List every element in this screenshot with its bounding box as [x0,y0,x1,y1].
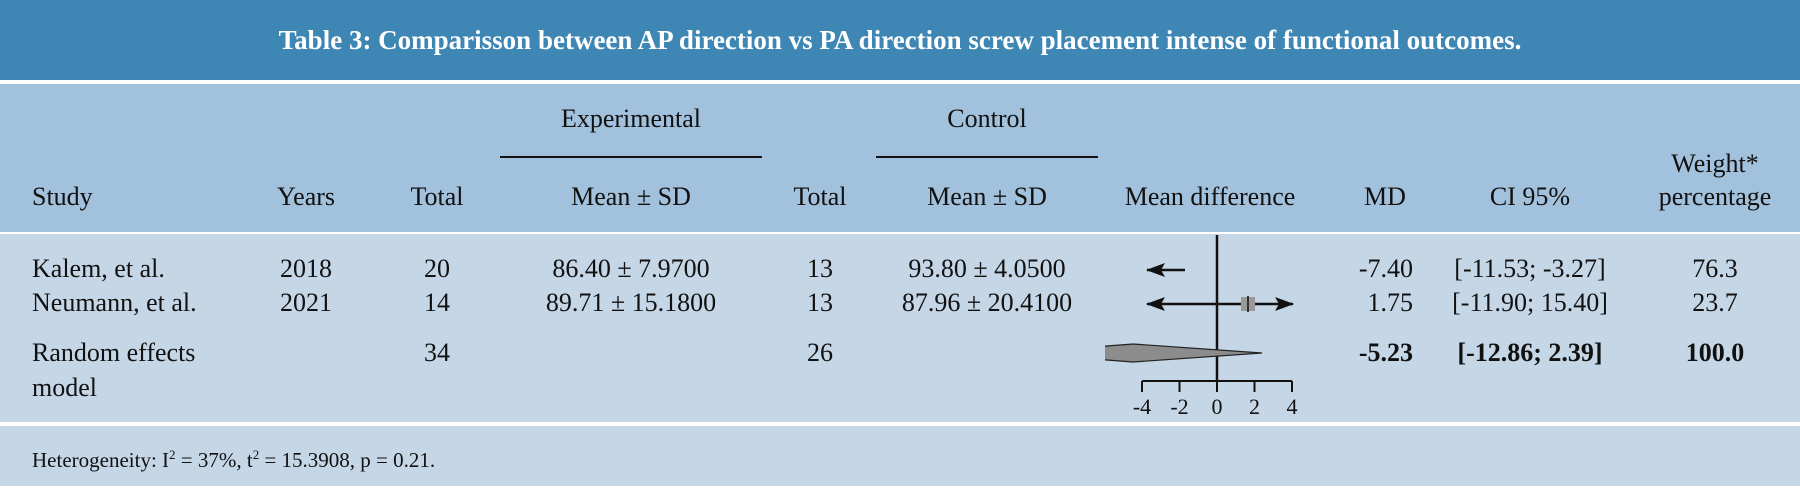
forest-plot: -4 -2 0 2 4 [1105,235,1298,419]
summary-ctrl-total: 26 [807,338,833,367]
tick-label-4: 4 [1287,394,1298,419]
header-meansd-control: Mean ± SD [927,182,1047,211]
row2-year: 2021 [280,288,332,317]
row2-ctrl-meansd: 87.96 ± 20.4100 [901,288,1073,317]
row2-ci: [-11.90; 15.40] [1452,288,1608,317]
experimental-group-rule [500,156,762,158]
table-footer [0,426,1800,486]
row1-ctrl-meansd: 93.80 ± 4.0500 [908,254,1066,283]
row1-ci: [-11.53; -3.27] [1454,254,1606,283]
header-weight-line2: percentage [1658,182,1772,211]
tick-label-neg2: -2 [1170,394,1188,419]
row1-study: Kalem, et al. [32,254,165,283]
tick-label-2: 2 [1249,394,1260,419]
header-study: Study [32,182,93,211]
control-group-rule [876,156,1098,158]
row1-md: -7.40 [1358,254,1413,283]
header-mean-difference: Mean difference [1124,182,1296,211]
summary-md: -5.23 [1358,338,1413,367]
summary-label-line1: Random effects [32,338,196,367]
row1-exp-total: 20 [424,254,450,283]
header-ci: CI 95% [1489,182,1571,211]
header-meansd-experimental: Mean ± SD [571,182,691,211]
table-header [0,84,1800,232]
header-weight-line1: Weight* [1671,149,1759,178]
row2-study: Neumann, et al. [32,288,197,317]
row1-year: 2018 [280,254,332,283]
header-years: Years [276,182,336,211]
row1-ctrl-total: 13 [807,254,833,283]
t2-superscript: 2 [252,447,260,462]
row2-exp-total: 14 [424,288,450,317]
row2-weight: 23.7 [1692,288,1738,317]
row1-left-arrow [1146,263,1165,277]
tick-label-neg4: -4 [1133,394,1151,419]
header-md: MD [1364,182,1406,211]
pooled-diamond [1105,343,1263,363]
heterogeneity-i2-value: = 37%, t [175,448,253,472]
row1-weight: 76.3 [1692,254,1738,283]
row2-right-arrow [1275,297,1294,311]
row1-exp-meansd: 86.40 ± 7.9700 [552,254,710,283]
table-title: Table 3: Comparisson between AP directio… [0,0,1800,80]
i2-superscript: 2 [169,447,176,462]
tick-label-0: 0 [1212,394,1223,419]
row2-ctrl-total: 13 [807,288,833,317]
row2-exp-meansd: 89.71 ± 15.1800 [545,288,717,317]
summary-weight: 100.0 [1685,338,1745,367]
heterogeneity-t2-value: = 15.3908, p = 0.21. [259,448,436,472]
summary-exp-total: 34 [424,338,450,367]
header-total-experimental: Total [410,182,464,211]
summary-label-line2: model [32,373,97,402]
table-body [0,234,1800,422]
row2-md: 1.75 [1367,288,1414,317]
header-group-experimental: Experimental [560,104,702,133]
row2-left-arrow [1146,297,1165,311]
header-total-control: Total [793,182,847,211]
heterogeneity-prefix: Heterogeneity: I [32,448,170,472]
header-group-control: Control [947,104,1027,133]
heterogeneity-note: Heterogeneity: I2 = 37%, t2 = 15.3908, p… [32,440,435,475]
summary-ci: [-12.86; 2.39] [1457,338,1603,367]
